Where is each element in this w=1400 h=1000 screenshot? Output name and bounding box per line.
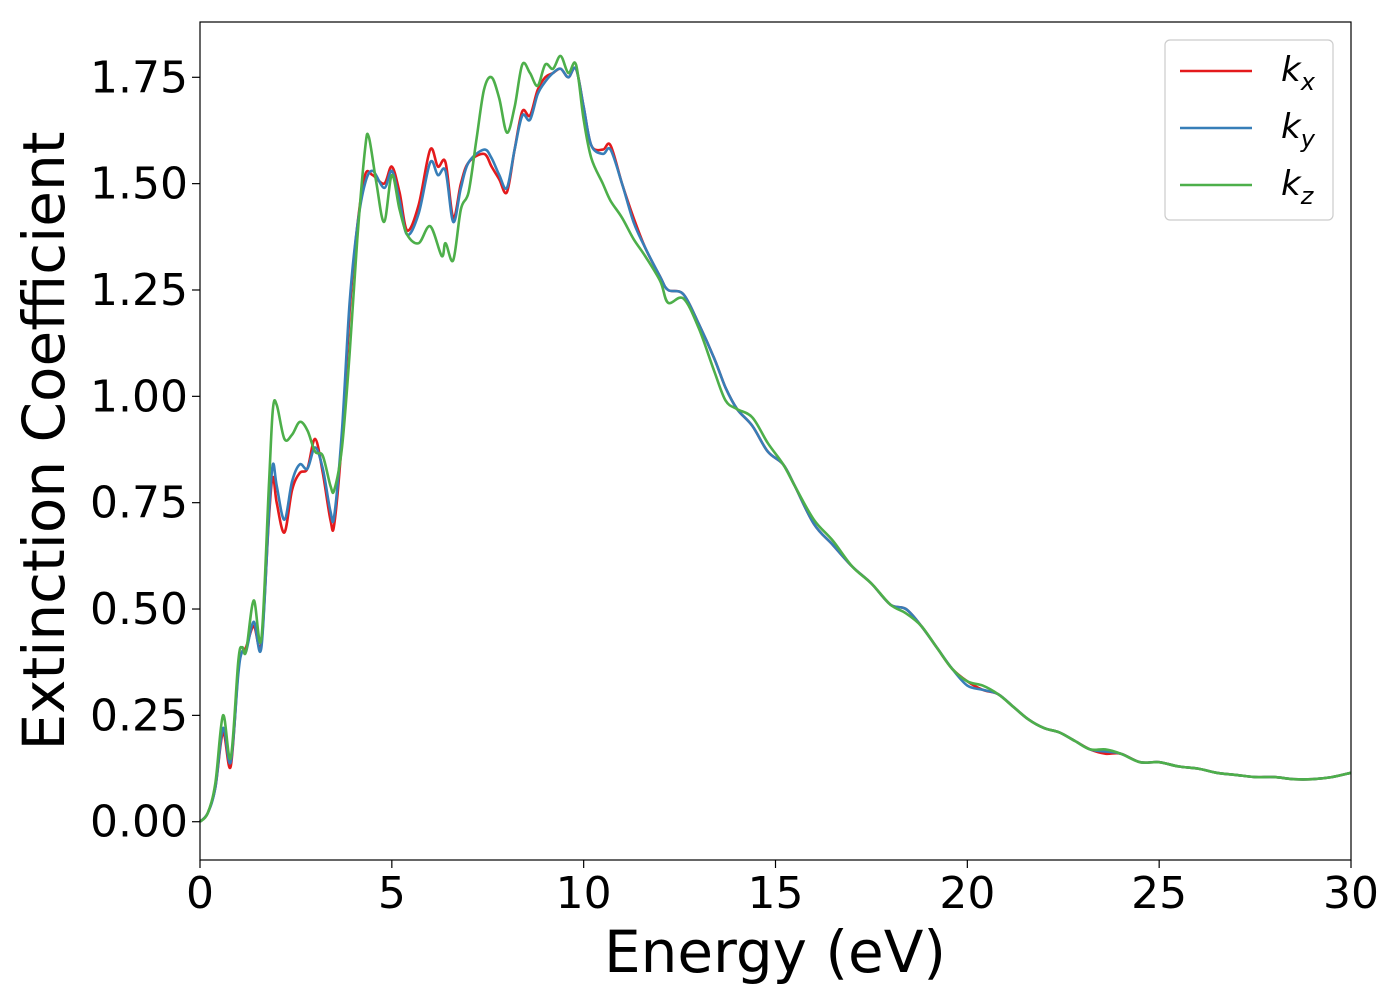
y-axis: 0.00 0.25 0.50 0.75 1.00 1.25 1.50 1.75 [90, 52, 200, 848]
legend-label-kz: kz [1281, 164, 1315, 210]
y-tick-label: 0.00 [90, 797, 188, 848]
y-tick-label: 1.50 [90, 159, 188, 210]
legend-frame [1164, 39, 1334, 221]
x-tick-label: 25 [1131, 868, 1187, 919]
legend-label-subscript: y [1300, 125, 1316, 153]
legend-label-kx: kx [1281, 50, 1316, 96]
series-line-kz [199, 54, 1352, 823]
x-axis-title: Energy (eV) [604, 918, 946, 986]
x-tick-label: 20 [939, 868, 995, 919]
series-layer [199, 54, 1352, 823]
y-tick-label: 1.00 [90, 371, 188, 422]
plot-background [200, 22, 1351, 860]
y-tick-label: 0.50 [90, 584, 188, 635]
legend-label-main: k [1281, 164, 1302, 204]
y-tick-label: 0.25 [90, 690, 188, 741]
y-tick-label: 1.75 [90, 52, 188, 103]
y-tick-label: 0.75 [90, 478, 188, 529]
y-axis-title: Extinction Coefficient [10, 132, 78, 751]
x-tick-label: 30 [1323, 868, 1379, 919]
x-tick-label: 10 [556, 868, 612, 919]
x-tick-label: 0 [186, 868, 214, 919]
x-tick-label: 5 [378, 868, 406, 919]
legend-label-subscript: x [1300, 68, 1316, 96]
y-tick-label: 1.25 [90, 265, 188, 316]
legend-label-ky: ky [1281, 107, 1316, 153]
legend-label-main: k [1281, 50, 1302, 90]
x-tick-label: 15 [748, 868, 804, 919]
x-axis: 0 5 10 15 20 25 30 [186, 860, 1379, 919]
legend-label-subscript: z [1300, 182, 1315, 210]
legend-label-main: k [1281, 107, 1302, 147]
